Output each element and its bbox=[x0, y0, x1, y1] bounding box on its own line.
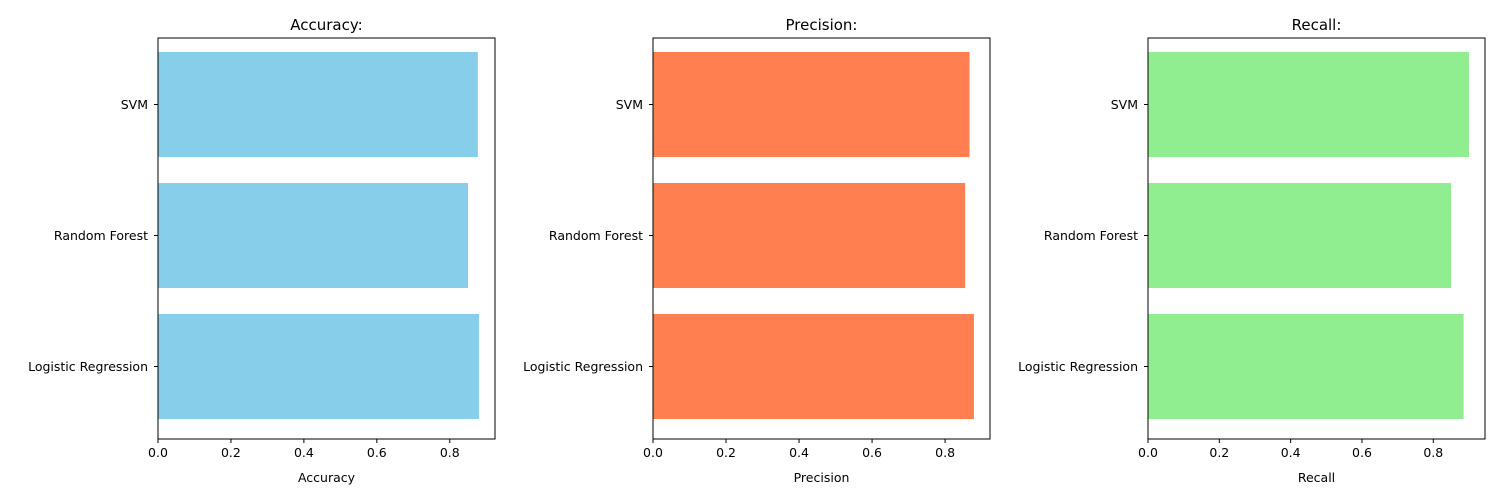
x-tick-label: 0.6 bbox=[862, 445, 882, 460]
x-tick-label: 0.2 bbox=[716, 445, 736, 460]
bar bbox=[653, 183, 966, 288]
bar bbox=[653, 52, 970, 157]
x-tick-label: 0.4 bbox=[1281, 445, 1301, 460]
x-tick-label: 0.2 bbox=[1209, 445, 1229, 460]
chart-title: Precision: bbox=[786, 16, 858, 34]
x-tick-label: 0.8 bbox=[1423, 445, 1443, 460]
x-tick-label: 0.0 bbox=[643, 445, 663, 460]
y-tick-label: Random Forest bbox=[54, 228, 148, 243]
x-tick-label: 0.6 bbox=[1352, 445, 1372, 460]
y-tick-label: Random Forest bbox=[549, 228, 643, 243]
chart-title: Accuracy: bbox=[290, 16, 362, 34]
bar bbox=[158, 52, 478, 157]
bar bbox=[1148, 314, 1464, 419]
plot-frame bbox=[652, 37, 991, 440]
y-tick-label: Logistic Regression bbox=[1018, 359, 1138, 374]
chart-panel-1: Accuracy: Logistic Regression Random Fores… bbox=[28, 16, 496, 485]
x-axis-label: Precision bbox=[794, 470, 850, 485]
y-tick-label: SVM bbox=[1111, 97, 1138, 112]
x-tick-label: 0.4 bbox=[789, 445, 809, 460]
plot-frame bbox=[157, 37, 496, 440]
x-tick-label: 0.0 bbox=[148, 445, 168, 460]
plot-frame bbox=[1147, 37, 1486, 440]
chart-panel-3: Recall: Logistic Regression Random Forest S… bbox=[1018, 16, 1486, 485]
y-tick-label: Logistic Regression bbox=[523, 359, 643, 374]
chart-panel-2: Precision: Logistic Regression Random Fore… bbox=[523, 16, 991, 485]
y-tick-label: Logistic Regression bbox=[28, 359, 148, 374]
bar bbox=[653, 314, 974, 419]
y-tick-label: Random Forest bbox=[1044, 228, 1138, 243]
bar bbox=[158, 314, 479, 419]
chart-title: Recall: bbox=[1292, 16, 1342, 34]
x-axis-label: Accuracy bbox=[298, 470, 356, 485]
x-tick-label: 0.2 bbox=[221, 445, 241, 460]
y-tick-label: SVM bbox=[616, 97, 643, 112]
bar bbox=[158, 183, 469, 288]
bar bbox=[1148, 183, 1452, 288]
bar bbox=[1148, 52, 1469, 157]
y-tick-label: SVM bbox=[121, 97, 148, 112]
x-tick-label: 0.4 bbox=[294, 445, 314, 460]
x-axis-label: Recall bbox=[1298, 470, 1335, 485]
x-tick-label: 0.6 bbox=[367, 445, 387, 460]
x-tick-label: 0.8 bbox=[935, 445, 955, 460]
x-tick-label: 0.8 bbox=[440, 445, 460, 460]
x-tick-label: 0.0 bbox=[1138, 445, 1158, 460]
